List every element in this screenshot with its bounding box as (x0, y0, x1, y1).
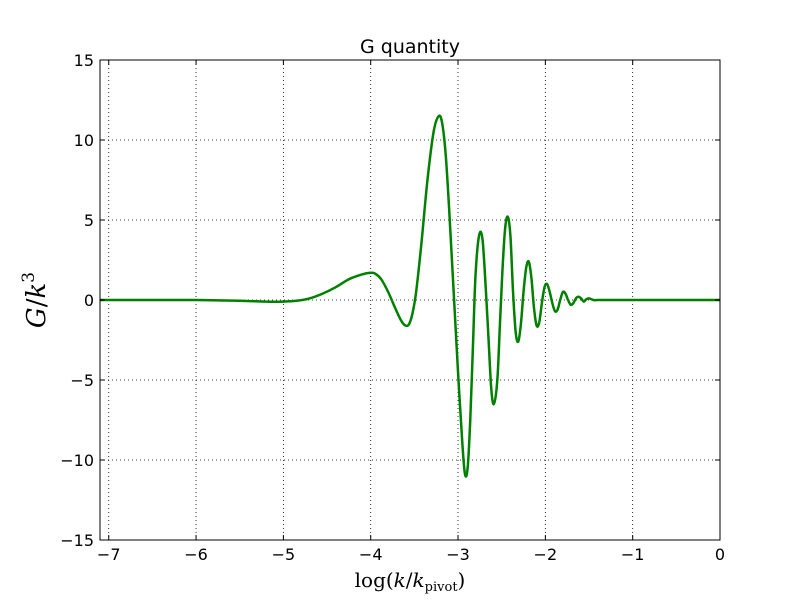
y-tick-label: −15 (60, 531, 94, 550)
x-tick-label: −2 (534, 545, 558, 564)
x-tick-label: −4 (359, 545, 383, 564)
plot-frame (99, 59, 721, 541)
x-axis-label: log(k/kpivot) (355, 568, 466, 595)
y-axis-label: G/k3 (19, 272, 52, 328)
y-tick-label: 5 (84, 211, 94, 230)
x-tick-label: −6 (184, 545, 208, 564)
x-tick-label: 0 (715, 545, 725, 564)
x-tick-label: −5 (272, 545, 296, 564)
y-tick-label: −5 (70, 371, 94, 390)
y-tick-label: 15 (74, 51, 94, 70)
y-tick-label: 0 (84, 291, 94, 310)
y-tick-label: −10 (60, 451, 94, 470)
chart-title: G quantity (360, 36, 460, 58)
x-tick-label: −7 (97, 545, 121, 564)
series-line (99, 114, 720, 478)
x-tick-label: −3 (446, 545, 470, 564)
x-tick-label: −1 (621, 545, 645, 564)
series-layer (99, 114, 720, 478)
y-tick-label: 10 (74, 131, 94, 150)
